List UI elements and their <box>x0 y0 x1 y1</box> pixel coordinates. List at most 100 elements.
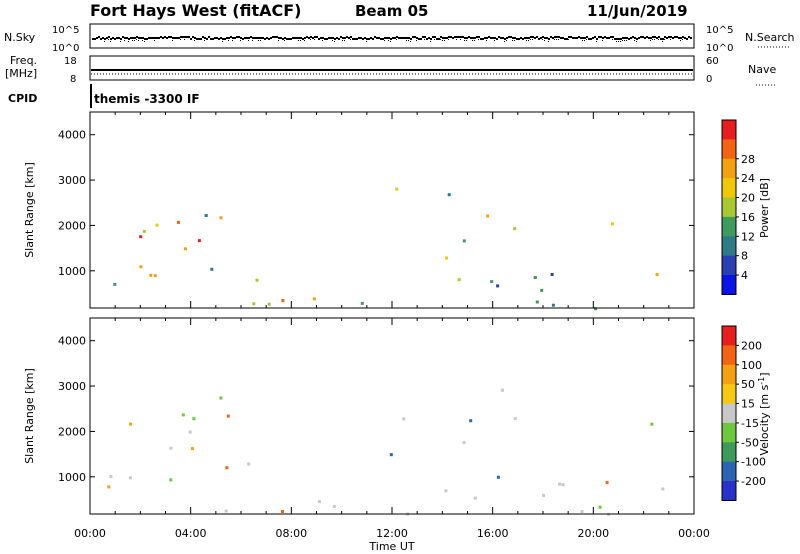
echo-cell <box>444 489 448 493</box>
nsky-point <box>222 38 224 40</box>
nsky-point <box>638 37 640 39</box>
x-tick-label: 16:00 <box>477 527 509 540</box>
nsky-point <box>634 37 636 39</box>
nsky-point <box>552 37 554 39</box>
nsky-point <box>542 36 544 38</box>
y-tick-label: 1000 <box>58 265 86 278</box>
nsky-point <box>332 37 334 39</box>
nsearch-point <box>344 40 345 41</box>
nsky-point <box>538 38 540 40</box>
nsearch-point <box>474 40 475 41</box>
nsky-point <box>510 36 512 38</box>
nsky-point <box>246 37 248 39</box>
nsky-point <box>200 38 202 40</box>
nsky-point <box>300 37 302 39</box>
colorbar-swatch <box>722 139 736 160</box>
echo-cell <box>561 483 565 487</box>
nsky-point <box>620 38 622 40</box>
nsearch-point <box>332 40 333 41</box>
nsearch-point <box>664 39 665 40</box>
nsearch-point <box>478 39 479 40</box>
nsky-point <box>392 37 394 39</box>
nsky-point <box>372 38 374 40</box>
nsky-point <box>178 37 180 39</box>
echo-cell <box>360 301 364 305</box>
echo-cell <box>225 466 229 470</box>
nsearch-point <box>464 40 465 41</box>
echo-cell <box>513 227 517 231</box>
nsky-point <box>276 36 278 38</box>
nsky-point <box>526 37 528 39</box>
nsky-point <box>272 36 274 38</box>
nsky-point <box>92 38 94 40</box>
velocity-cells <box>107 388 665 516</box>
x-tick-label: 00:00 <box>678 527 710 540</box>
nsky-point <box>202 36 204 38</box>
nsearch-point <box>408 40 409 41</box>
nsky-point <box>348 37 350 39</box>
echo-cell <box>267 302 271 306</box>
nsky-point <box>550 36 552 38</box>
nsearch-point <box>134 40 135 41</box>
nsky-point <box>406 37 408 39</box>
nsearch-point <box>504 41 505 42</box>
echo-cell <box>650 422 654 426</box>
nsky-point <box>442 37 444 39</box>
nsky-point <box>120 38 122 40</box>
echo-cell <box>219 216 223 220</box>
y-tick-label: 2000 <box>58 425 86 438</box>
echo-cell <box>109 475 113 479</box>
nsearch-point <box>626 40 627 41</box>
nsky-point <box>590 38 592 40</box>
nsky-point <box>168 36 170 38</box>
nsearch-point <box>526 40 527 41</box>
nsky-point <box>324 38 326 40</box>
nsky-point <box>572 37 574 39</box>
nsearch-point <box>506 40 507 41</box>
nsky-point <box>208 36 210 38</box>
echo-cell <box>496 475 500 479</box>
echo-cell <box>486 214 490 218</box>
nsky-point <box>192 36 194 38</box>
nsky-point <box>580 37 582 39</box>
nsearch-point <box>298 40 299 41</box>
nsky-point <box>310 36 312 38</box>
nsky-point <box>346 36 348 38</box>
echo-cell <box>197 239 201 243</box>
nsky-point <box>256 37 258 39</box>
nsky-point <box>494 37 496 39</box>
nsky-point <box>598 36 600 38</box>
nsearch-point <box>228 40 229 41</box>
echo-cell <box>462 441 466 445</box>
nsearch-point <box>142 40 143 41</box>
nsky-point <box>262 37 264 39</box>
nsky-point <box>278 37 280 39</box>
nsky-point <box>668 36 670 38</box>
echo-cell <box>445 256 449 260</box>
x-tick-label: 20:00 <box>577 527 609 540</box>
echo-cell <box>204 214 208 217</box>
nsky-point <box>158 37 160 39</box>
nsky-point <box>290 38 292 40</box>
nsky-point <box>554 36 556 38</box>
colorbar-tick-label: 50 <box>741 378 755 391</box>
colorbar-swatch <box>722 236 736 257</box>
nsky-point <box>474 37 476 39</box>
colorbar-tick-label: 4 <box>741 269 748 282</box>
nsky-point <box>136 36 138 38</box>
nsearch-point <box>252 40 253 41</box>
colorbar-frame <box>721 325 737 501</box>
nsky-point <box>480 38 482 40</box>
nsky-point <box>610 36 612 38</box>
nsearch-point <box>416 40 417 41</box>
nsky-point <box>234 37 236 39</box>
velocity-ylabel: Slant Range [km] <box>23 368 36 464</box>
nsky-point <box>568 36 570 38</box>
nsearch-point <box>278 40 279 41</box>
echo-cell <box>580 510 584 513</box>
nsky-point <box>132 37 134 39</box>
nsky-point <box>288 38 290 40</box>
cpid-label: CPID <box>8 92 37 105</box>
colorbar-swatch <box>722 216 736 237</box>
nsky-point <box>674 36 676 38</box>
